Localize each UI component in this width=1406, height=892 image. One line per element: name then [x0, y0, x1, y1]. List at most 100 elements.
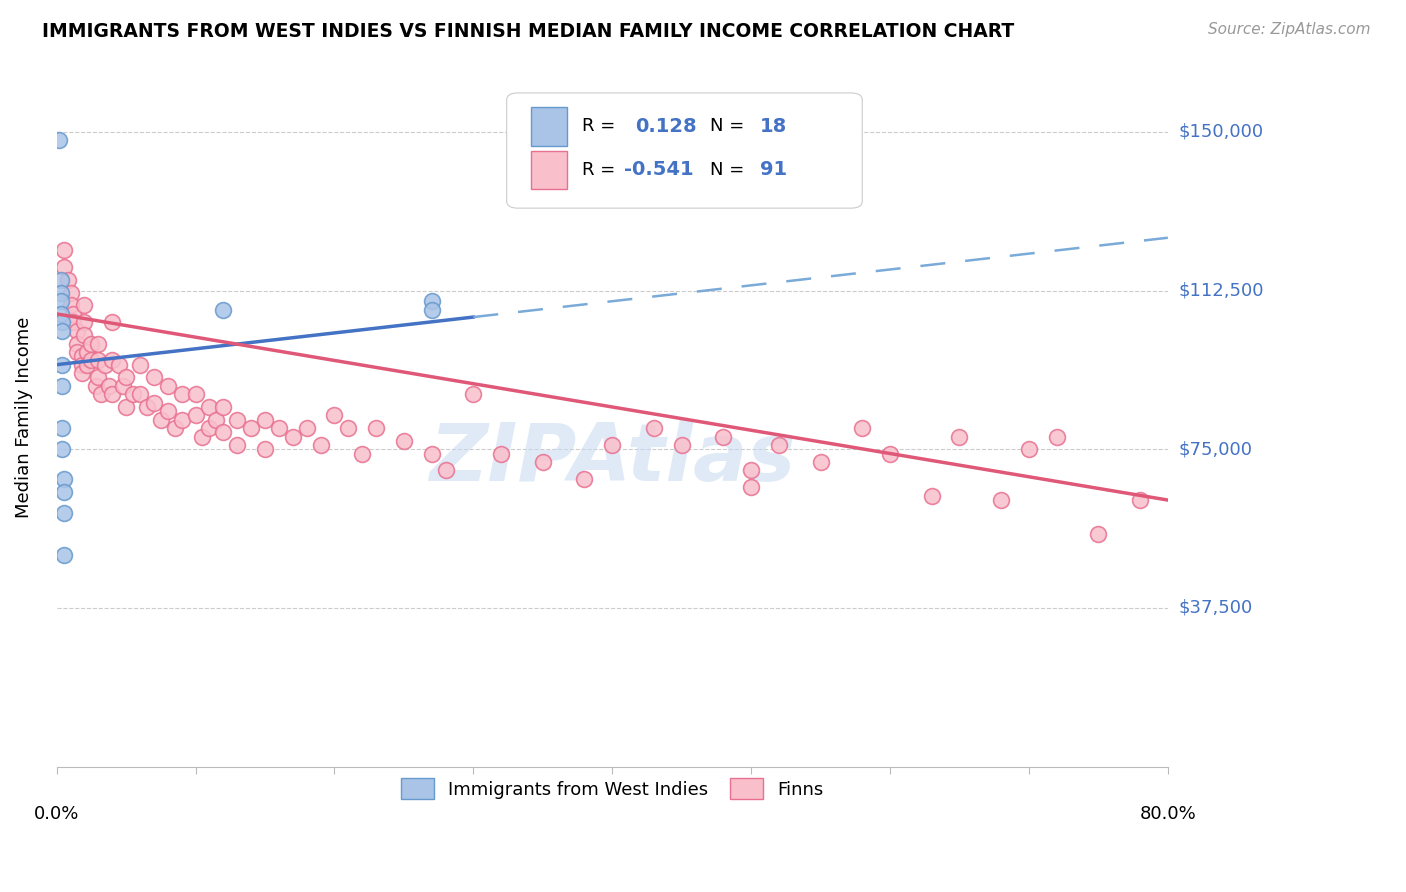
Point [212, 425, 235, 440]
Point [253, 412, 276, 426]
Point [879, 446, 901, 460]
Text: 91: 91 [761, 161, 787, 179]
Point [768, 438, 790, 452]
Point [740, 480, 762, 494]
Point [80, 353, 103, 368]
Point [295, 421, 318, 435]
Point [205, 412, 228, 426]
Point [184, 387, 207, 401]
Text: R =: R = [582, 118, 616, 136]
Point [1087, 527, 1109, 541]
Point [62, 315, 84, 329]
Point [94, 358, 117, 372]
Point [87, 370, 110, 384]
Point [489, 446, 512, 460]
Point [434, 463, 457, 477]
Point [62, 307, 84, 321]
Text: $37,500: $37,500 [1180, 599, 1253, 617]
Point [87, 353, 110, 368]
Point [191, 429, 214, 443]
Point [51, 421, 73, 435]
Point [184, 409, 207, 423]
Point [170, 412, 193, 426]
Point [740, 463, 762, 477]
Point [337, 421, 360, 435]
Y-axis label: Median Family Income: Median Family Income [15, 317, 32, 518]
Text: N =: N = [710, 161, 744, 178]
Point [574, 472, 596, 486]
Point [463, 387, 485, 401]
Point [135, 400, 157, 414]
Point [49, 285, 72, 300]
Point [101, 315, 124, 329]
Text: N =: N = [710, 118, 744, 136]
Point [990, 493, 1012, 508]
Point [101, 353, 124, 368]
Point [101, 387, 124, 401]
Point [52, 548, 75, 562]
Point [98, 379, 121, 393]
Point [198, 421, 221, 435]
Point [73, 328, 96, 343]
Text: $75,000: $75,000 [1180, 441, 1253, 458]
Text: 80.0%: 80.0% [1139, 805, 1197, 823]
Point [51, 442, 73, 457]
Point [51, 315, 73, 329]
Point [420, 294, 443, 309]
Point [51, 324, 73, 338]
Point [212, 302, 235, 317]
Point [129, 387, 152, 401]
Point [56, 273, 79, 287]
Point [66, 345, 89, 359]
Text: $112,500: $112,500 [1180, 282, 1264, 300]
Point [711, 429, 734, 443]
Point [323, 409, 346, 423]
Point [671, 438, 693, 452]
Legend: Immigrants from West Indies, Finns: Immigrants from West Indies, Finns [394, 771, 831, 806]
FancyBboxPatch shape [506, 93, 862, 208]
Point [156, 379, 179, 393]
Point [1018, 442, 1040, 457]
Point [352, 446, 374, 460]
Text: ZIPAtlas: ZIPAtlas [429, 420, 796, 499]
Point [66, 324, 89, 338]
Point [73, 315, 96, 329]
Point [49, 273, 72, 287]
Point [84, 379, 107, 393]
Point [226, 438, 249, 452]
Point [90, 387, 112, 401]
Point [420, 446, 443, 460]
Point [73, 298, 96, 312]
Text: 18: 18 [761, 117, 787, 136]
Point [129, 358, 152, 372]
Point [226, 412, 249, 426]
Point [80, 336, 103, 351]
Point [59, 285, 82, 300]
Point [1046, 429, 1069, 443]
Point [851, 421, 873, 435]
Text: -0.541: -0.541 [624, 161, 695, 179]
Point [267, 421, 290, 435]
Text: Source: ZipAtlas.com: Source: ZipAtlas.com [1208, 22, 1371, 37]
Point [49, 307, 72, 321]
Point [76, 345, 98, 359]
Point [1129, 493, 1152, 508]
Point [392, 434, 415, 448]
Point [948, 429, 970, 443]
Point [70, 358, 93, 372]
Point [112, 379, 135, 393]
Text: 0.128: 0.128 [636, 117, 697, 136]
Point [163, 421, 186, 435]
Text: R =: R = [582, 161, 616, 178]
Point [87, 336, 110, 351]
Point [156, 404, 179, 418]
Point [52, 506, 75, 520]
Point [51, 358, 73, 372]
Point [48, 133, 70, 147]
Text: IMMIGRANTS FROM WEST INDIES VS FINNISH MEDIAN FAMILY INCOME CORRELATION CHART: IMMIGRANTS FROM WEST INDIES VS FINNISH M… [42, 22, 1015, 41]
Point [531, 455, 554, 469]
Point [364, 421, 387, 435]
Point [142, 396, 165, 410]
Point [170, 387, 193, 401]
Text: 0.0%: 0.0% [34, 805, 79, 823]
